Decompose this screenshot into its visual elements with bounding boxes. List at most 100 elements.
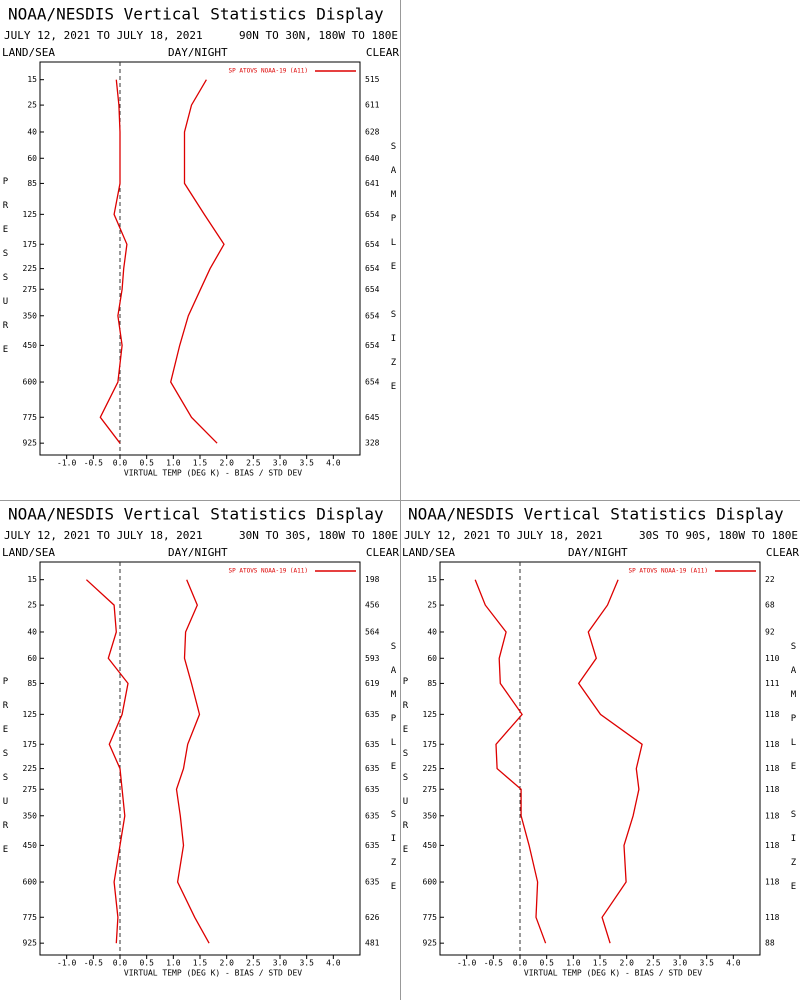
sample-size: 118 <box>765 811 780 820</box>
sky: CLEAR <box>366 46 399 59</box>
y-tick-label: 125 <box>23 210 38 219</box>
sample-size: 635 <box>365 811 380 820</box>
y2-axis-label: SAMPLE SIZE <box>789 642 799 906</box>
region: 90N TO 30N, 180W TO 180E <box>239 29 398 42</box>
x-tick-label: 3.0 <box>673 959 688 968</box>
y-tick-label: 85 <box>27 179 37 188</box>
sample-size: 198 <box>365 575 380 584</box>
y-tick-label: 15 <box>27 575 37 584</box>
y-tick-label: 450 <box>423 841 438 850</box>
y-tick-label: 125 <box>423 710 438 719</box>
date-range: JULY 12, 2021 TO JULY 18, 2021 <box>404 529 603 542</box>
x-tick-label: 0.0 <box>513 959 528 968</box>
sample-size: 654 <box>365 264 380 273</box>
y-tick-label: 60 <box>27 154 37 163</box>
x-tick-label: -1.0 <box>57 459 76 468</box>
x-tick-label: 3.5 <box>299 959 314 968</box>
sample-size: 111 <box>765 679 780 688</box>
sample-size: 328 <box>365 439 380 448</box>
y-tick-label: 275 <box>23 785 38 794</box>
sample-size: 118 <box>765 710 780 719</box>
sample-size: 654 <box>365 311 380 320</box>
y-axis-label: PRESSURE <box>401 677 411 869</box>
date-range: JULY 12, 2021 TO JULY 18, 2021 <box>4 529 203 542</box>
x-tick-label: 2.0 <box>219 459 234 468</box>
sample-size: 654 <box>365 285 380 294</box>
chart-title: NOAA/NESDIS Vertical Statistics Display <box>408 505 784 524</box>
x-tick-label: 3.5 <box>299 459 314 468</box>
y-tick-label: 275 <box>23 285 38 294</box>
x-tick-label: 4.0 <box>326 459 341 468</box>
sample-size: 515 <box>365 75 380 84</box>
legend-label: SP ATOVS NOAA-19 (A11) <box>229 68 308 75</box>
x-tick-label: 2.5 <box>246 959 261 968</box>
y-tick-label: 225 <box>23 264 38 273</box>
sample-size: 654 <box>365 378 380 387</box>
x-tick-label: -0.5 <box>84 959 103 968</box>
sample-size: 640 <box>365 154 380 163</box>
x-tick-label: 0.0 <box>113 459 128 468</box>
y-tick-label: 15 <box>427 575 437 584</box>
sample-size: 635 <box>365 785 380 794</box>
sample-size: 645 <box>365 413 380 422</box>
y-tick-label: 85 <box>427 679 437 688</box>
sample-size: 118 <box>765 913 780 922</box>
y-tick-label: 15 <box>27 75 37 84</box>
legend-label: SP ATOVS NOAA-19 (A11) <box>229 568 308 575</box>
y-tick-label: 60 <box>427 654 437 663</box>
sample-size: 88 <box>765 939 775 948</box>
x-tick-label: -0.5 <box>484 959 503 968</box>
bias-line <box>474 579 547 944</box>
x-tick-label: 0.5 <box>539 959 554 968</box>
y-tick-label: 25 <box>27 601 37 610</box>
surface: LAND/SEA <box>2 46 55 59</box>
y-tick-label: 450 <box>23 841 38 850</box>
x-tick-label: 1.0 <box>566 959 581 968</box>
x-tick-label: -1.0 <box>57 959 76 968</box>
y-tick-label: 600 <box>423 878 438 887</box>
y-tick-label: 775 <box>23 913 38 922</box>
sample-size: 626 <box>365 913 380 922</box>
y-tick-label: 175 <box>423 740 438 749</box>
x-tick-label: 1.0 <box>166 959 181 968</box>
region: 30S TO 90S, 180W TO 180E <box>639 529 798 542</box>
sample-size: 118 <box>765 878 780 887</box>
panel: NOAA/NESDIS Vertical Statistics Display J… <box>1 5 400 478</box>
x-tick-label: 0.5 <box>139 459 154 468</box>
y-tick-label: 225 <box>423 764 438 773</box>
std-dev-line <box>175 579 210 944</box>
sample-size: 654 <box>365 341 380 350</box>
y-tick-label: 450 <box>23 341 38 350</box>
y-tick-label: 175 <box>23 240 38 249</box>
x-axis-label: VIRTUAL TEMP (DEG K) - BIAS / STD DEV <box>524 969 702 978</box>
y-tick-label: 275 <box>423 785 438 794</box>
sample-size: 456 <box>365 601 380 610</box>
sample-size: 118 <box>765 764 780 773</box>
y-axis-label: PRESSURE <box>1 677 11 869</box>
y-tick-label: 40 <box>27 127 37 136</box>
x-tick-label: 2.5 <box>246 459 261 468</box>
sample-size: 635 <box>365 740 380 749</box>
sample-size: 635 <box>365 710 380 719</box>
y-tick-label: 925 <box>23 439 38 448</box>
sample-size: 481 <box>365 939 380 948</box>
sample-size: 118 <box>765 740 780 749</box>
surface: LAND/SEA <box>2 546 55 559</box>
sample-size: 118 <box>765 785 780 794</box>
sample-size: 110 <box>765 654 780 663</box>
x-tick-label: 0.0 <box>113 959 128 968</box>
sample-size: 68 <box>765 601 775 610</box>
y-tick-label: 25 <box>427 601 437 610</box>
chart-title: NOAA/NESDIS Vertical Statistics Display <box>8 5 384 24</box>
x-tick-label: 1.5 <box>593 959 608 968</box>
y-tick-label: 925 <box>23 939 38 948</box>
y-tick-label: 40 <box>427 627 437 636</box>
y-tick-label: 60 <box>27 654 37 663</box>
y-tick-label: 350 <box>23 811 38 820</box>
region: 30N TO 30S, 180W TO 180E <box>239 529 398 542</box>
bias-line <box>85 579 129 944</box>
y-axis-label: PRESSURE <box>1 177 11 369</box>
x-tick-label: 1.5 <box>193 959 208 968</box>
x-tick-label: 1.0 <box>166 459 181 468</box>
